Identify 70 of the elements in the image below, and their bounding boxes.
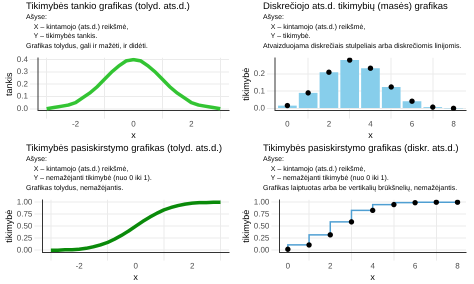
bar	[402, 101, 422, 108]
x-tick-label: 6	[412, 262, 418, 271]
y-tick-label: 0.50	[16, 221, 33, 230]
x-tick-label: 0	[133, 262, 138, 271]
chart-title: Diskrečiojo ats.d. tikimybių (masės) grafikas	[262, 0, 449, 13]
x-axis-title: x	[131, 130, 136, 140]
x-tick-label: 0	[131, 120, 136, 129]
bar	[340, 60, 360, 108]
point	[285, 246, 291, 252]
y-tick-label: 0.4	[16, 54, 28, 64]
chart-title: Tikimybės pasiskirstymo grafikas (diskr. ats.d.)	[262, 142, 460, 155]
point	[348, 219, 354, 225]
chart-title: Tikimybės pasiskirstymo grafikas (tolyd. ats.d.)	[25, 142, 224, 155]
point	[454, 200, 460, 205]
point	[412, 200, 418, 206]
point	[450, 106, 456, 111]
x-axis-title: x	[133, 272, 138, 282]
y-axis-title: tikimybė	[240, 68, 251, 101]
y-tick-label: 1.00	[16, 197, 33, 206]
y-axis-title: tikimybė	[240, 210, 251, 243]
point	[409, 98, 415, 104]
x-tick-label: 4	[370, 262, 376, 271]
x-tick-label: 2	[189, 120, 194, 129]
point	[430, 104, 436, 110]
x-tick-label: 8	[455, 262, 460, 271]
chart-title: Tikimybės tankio grafikas (tolyd. ats.d.)	[25, 0, 191, 13]
point	[328, 232, 333, 238]
y-tick-label: 0.1	[16, 92, 28, 101]
y-tick-label: 0.0	[254, 104, 266, 113]
x-tick-label: 0	[285, 120, 290, 129]
y-tick-label: 0.75	[254, 209, 270, 218]
y-tick-label: 0.25	[254, 233, 270, 242]
y-tick-label: 1.00	[254, 197, 270, 206]
bar	[361, 68, 380, 108]
point	[284, 102, 290, 108]
x-tick-label: -2	[72, 120, 80, 129]
x-tick-label: 0	[286, 262, 291, 271]
point	[346, 58, 352, 63]
x-tick-label: 8	[451, 120, 456, 129]
x-tick-label: 6	[410, 120, 415, 129]
bar	[298, 92, 318, 108]
point	[391, 202, 397, 208]
point	[368, 66, 374, 71]
x-tick-label: 4	[368, 120, 374, 129]
point	[326, 70, 332, 75]
y-tick-label: 0.2	[16, 79, 28, 88]
y-tick-label: 0.1	[254, 86, 266, 96]
y-tick-label: 0.25	[16, 233, 33, 242]
y-tick-label: 0.75	[16, 209, 33, 218]
x-tick-label: 2	[326, 120, 332, 129]
y-axis-title: tikimybė	[4, 210, 14, 243]
y-tick-label: 0.00	[254, 245, 270, 254]
y-axis-title: tankis	[4, 72, 14, 96]
point	[370, 208, 376, 214]
bar	[320, 72, 338, 108]
point	[434, 200, 440, 205]
y-tick-label: 0.50	[254, 221, 270, 230]
y-tick-label: 0.00	[16, 245, 33, 254]
y-tick-label: 0.2	[254, 68, 266, 78]
x-tick-label: 2	[328, 262, 334, 271]
point	[388, 84, 394, 90]
x-tick-label: 2	[190, 262, 196, 271]
point	[305, 90, 311, 96]
x-tick-label: -2	[76, 262, 84, 271]
bar	[382, 86, 401, 108]
x-axis-title: x	[368, 130, 374, 140]
y-tick-label: 0.0	[16, 104, 28, 113]
y-tick-label: 0.3	[16, 67, 28, 76]
point	[306, 242, 312, 248]
x-axis-title: x	[370, 272, 376, 282]
